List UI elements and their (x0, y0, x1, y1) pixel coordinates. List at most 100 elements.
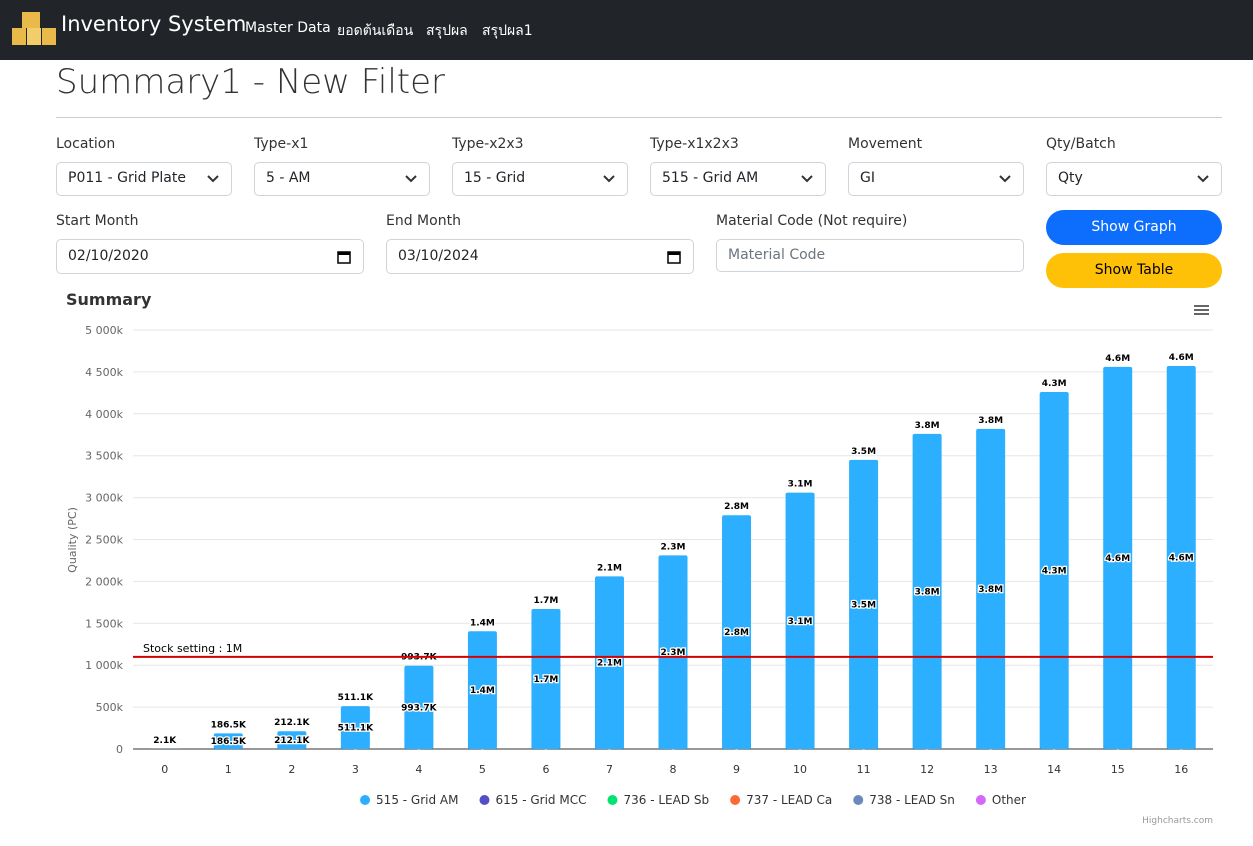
total-label: 3.8M (978, 416, 1003, 426)
bar (531, 609, 561, 749)
y-tick-label: 0 (116, 743, 123, 756)
select-value: 5 - AM (266, 170, 311, 186)
date-input[interactable]: 03/10/2024 (386, 239, 694, 274)
legend-symbol (975, 795, 986, 805)
select[interactable]: P011 - Grid Plate (56, 162, 232, 196)
total-label: 1.7M (533, 596, 558, 606)
legend-symbol (607, 795, 618, 805)
x-tick-label: 9 (733, 763, 740, 776)
x-tick-label: 10 (793, 763, 807, 776)
nav-link[interactable]: ยอดต้นเดือน (337, 23, 414, 39)
data-label: 4.3M (1042, 567, 1067, 577)
select[interactable]: 5 - AM (254, 162, 430, 196)
nav-link[interactable]: สรุปผล1 (482, 23, 533, 39)
total-label: 4.3M (1042, 379, 1067, 389)
x-tick-label: 7 (606, 763, 613, 776)
total-label: 2.1M (597, 563, 622, 573)
show-graph-button[interactable]: Show Graph (1046, 210, 1222, 245)
total-label: 2.3M (661, 542, 686, 552)
bar (213, 733, 243, 749)
field-label: Type-x2x3 (452, 136, 524, 152)
divider (56, 117, 1222, 118)
y-tick-label: 5 000k (85, 324, 123, 337)
field-label: Location (56, 136, 116, 152)
select-value: GI (860, 170, 875, 186)
legend-item[interactable]: 736 - LEAD Sb (623, 793, 709, 807)
select[interactable]: Qty (1046, 162, 1222, 196)
chevron (405, 175, 417, 183)
x-tick-label: 0 (161, 763, 168, 776)
data-label: 186.5K (211, 737, 247, 747)
legend-item[interactable]: 737 - LEAD Ca (746, 793, 832, 807)
data-label: 212.1K (274, 736, 310, 746)
bar (1166, 366, 1196, 749)
data-label: 993.7K (401, 703, 437, 713)
select[interactable]: 515 - Grid AM (650, 162, 826, 196)
bar (658, 555, 688, 749)
bar (594, 576, 624, 749)
field-label: Material Code (Not require) (716, 213, 908, 229)
total-label: 4.6M (1105, 354, 1130, 364)
select-value: 15 - Grid (464, 170, 526, 186)
total-label: 2.1K (153, 736, 177, 746)
chevron (603, 175, 615, 183)
menu-button[interactable] (1194, 305, 1209, 315)
date-input[interactable]: 02/10/2020 (56, 239, 364, 274)
bar (467, 631, 497, 749)
legend-item[interactable]: 515 - Grid AM (376, 793, 458, 807)
bar (1039, 392, 1069, 749)
data-label: 4.6M (1169, 554, 1194, 564)
x-tick-label: 6 (542, 763, 549, 776)
bar (277, 731, 307, 749)
total-label: 212.1K (274, 718, 310, 728)
show-table-button[interactable]: Show Table (1046, 253, 1222, 288)
total-label: 2.8M (724, 502, 749, 512)
x-tick-label: 11 (857, 763, 871, 776)
chart-title: Summary (66, 290, 152, 309)
y-tick-label: 2 000k (85, 575, 123, 588)
y-tick-label: 4 500k (85, 366, 123, 379)
legend-item[interactable]: Other (992, 793, 1026, 807)
select[interactable]: 15 - Grid (452, 162, 628, 196)
x-tick-label: 16 (1174, 763, 1188, 776)
brand[interactable]: Inventory System (61, 12, 247, 36)
brand-icon (12, 12, 56, 45)
nav-link[interactable]: Master Data (245, 20, 331, 36)
bar (722, 515, 752, 749)
bar (1103, 366, 1133, 749)
chart: Summary Quality (PC) Highcharts.com 0 500… (66, 290, 1213, 826)
chevron (207, 175, 219, 183)
navbar: Inventory System Master Data ยอดต้นเดือน… (0, 0, 1253, 60)
x-tick-label: 14 (1047, 763, 1061, 776)
x-tick-label: 5 (479, 763, 486, 776)
legend-item[interactable]: 615 - Grid MCC (495, 793, 586, 807)
y-tick-label: 500k (96, 701, 124, 714)
field-label: Start Month (56, 213, 139, 229)
total-label: 4.6M (1169, 353, 1194, 363)
data-label: 1.4M (470, 686, 495, 696)
data-label: 3.1M (788, 617, 813, 627)
bar (849, 459, 879, 749)
legend: 515 - Grid AM 615 - Grid MCC 736 - LEAD Sb… (360, 793, 1026, 807)
page-title: Summary1 - New Filter (56, 62, 445, 102)
total-label: 186.5K (211, 720, 247, 730)
x-tick-label: 8 (670, 763, 677, 776)
data-label: 2.1M (597, 659, 622, 669)
y-tick-label: 2 500k (85, 534, 123, 547)
total-label: 3.8M (915, 421, 940, 431)
placeholder: Material Code (728, 247, 826, 263)
total-label: 3.5M (851, 447, 876, 457)
chevron (999, 175, 1011, 183)
field-label: End Month (386, 213, 461, 229)
field-label: Type-x1x2x3 (650, 136, 739, 152)
legend-item[interactable]: 738 - LEAD Sn (869, 793, 955, 807)
field-label: Qty/Batch (1046, 136, 1116, 152)
select[interactable]: GI (848, 162, 1024, 196)
text-input[interactable]: Material Code (716, 239, 1024, 272)
nav-link[interactable]: สรุปผล (426, 23, 468, 39)
data-label: 2.8M (724, 628, 749, 638)
field-label: Movement (848, 136, 923, 152)
y-tick-label: 4 000k (85, 408, 123, 421)
x-tick-label: 2 (288, 763, 295, 776)
